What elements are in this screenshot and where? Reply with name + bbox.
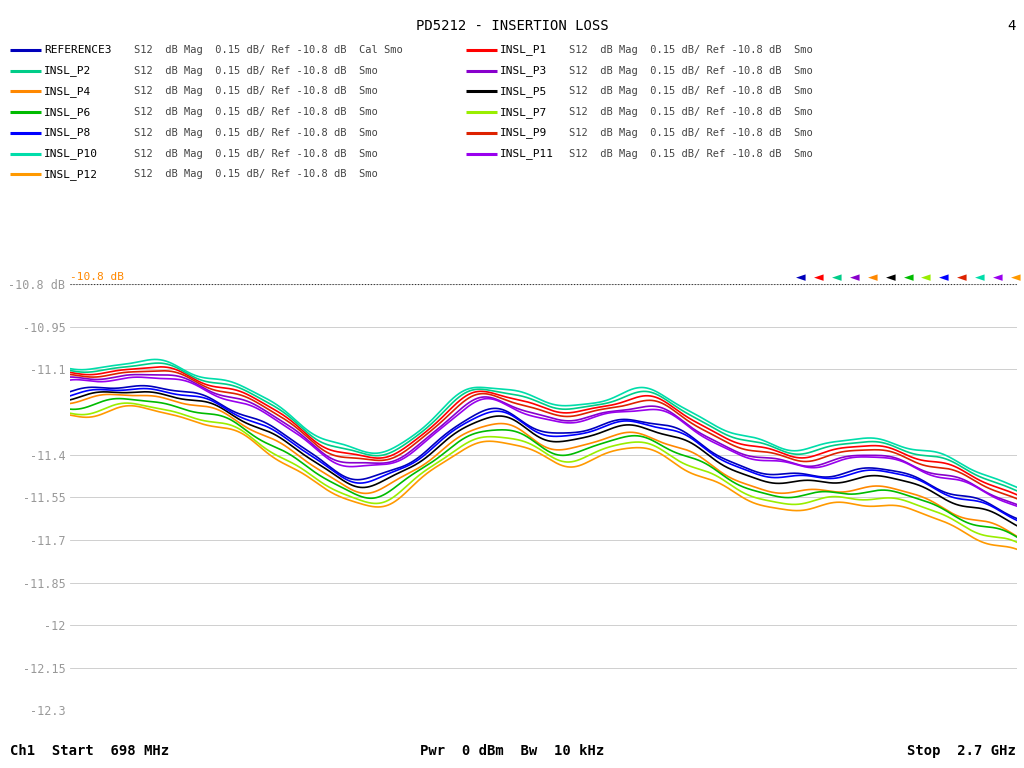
Text: ◄: ◄ (814, 272, 823, 284)
Text: INSL_P9: INSL_P9 (500, 127, 547, 138)
Text: ◄: ◄ (831, 272, 842, 284)
Text: S12  dB Mag  0.15 dB/ Ref -10.8 dB  Smo: S12 dB Mag 0.15 dB/ Ref -10.8 dB Smo (569, 148, 813, 159)
Text: S12  dB Mag  0.15 dB/ Ref -10.8 dB  Smo: S12 dB Mag 0.15 dB/ Ref -10.8 dB Smo (569, 107, 813, 118)
Text: REFERENCE3: REFERENCE3 (44, 45, 112, 55)
Text: INSL_P2: INSL_P2 (44, 65, 91, 76)
Text: ◄: ◄ (867, 272, 878, 284)
Text: S12  dB Mag  0.15 dB/ Ref -10.8 dB  Smo: S12 dB Mag 0.15 dB/ Ref -10.8 dB Smo (134, 148, 378, 159)
Text: 4: 4 (1008, 19, 1016, 33)
Text: INSL_P4: INSL_P4 (44, 86, 91, 97)
Text: ◄: ◄ (922, 272, 931, 284)
Text: S12  dB Mag  0.15 dB/ Ref -10.8 dB  Smo: S12 dB Mag 0.15 dB/ Ref -10.8 dB Smo (569, 127, 813, 138)
Text: ◄: ◄ (796, 272, 806, 284)
Text: PD5212 - INSERTION LOSS: PD5212 - INSERTION LOSS (416, 19, 608, 33)
Text: S12  dB Mag  0.15 dB/ Ref -10.8 dB  Smo: S12 dB Mag 0.15 dB/ Ref -10.8 dB Smo (569, 45, 813, 55)
Text: S12  dB Mag  0.15 dB/ Ref -10.8 dB  Smo: S12 dB Mag 0.15 dB/ Ref -10.8 dB Smo (134, 127, 378, 138)
Text: ◄: ◄ (886, 272, 895, 284)
Text: INSL_P12: INSL_P12 (44, 169, 98, 180)
Text: INSL_P3: INSL_P3 (500, 65, 547, 76)
Text: S12  dB Mag  0.15 dB/ Ref -10.8 dB  Smo: S12 dB Mag 0.15 dB/ Ref -10.8 dB Smo (569, 65, 813, 76)
Text: INSL_P10: INSL_P10 (44, 148, 98, 159)
Text: -10.8 dB: -10.8 dB (70, 272, 124, 282)
Text: INSL_P7: INSL_P7 (500, 107, 547, 118)
Text: S12  dB Mag  0.15 dB/ Ref -10.8 dB  Cal Smo: S12 dB Mag 0.15 dB/ Ref -10.8 dB Cal Smo (134, 45, 402, 55)
Text: INSL_P6: INSL_P6 (44, 107, 91, 118)
Text: ◄: ◄ (975, 272, 985, 284)
Text: S12  dB Mag  0.15 dB/ Ref -10.8 dB  Smo: S12 dB Mag 0.15 dB/ Ref -10.8 dB Smo (134, 65, 378, 76)
Text: S12  dB Mag  0.15 dB/ Ref -10.8 dB  Smo: S12 dB Mag 0.15 dB/ Ref -10.8 dB Smo (569, 86, 813, 97)
Text: INSL_P8: INSL_P8 (44, 127, 91, 138)
Text: ◄: ◄ (939, 272, 949, 284)
Text: INSL_P11: INSL_P11 (500, 148, 554, 159)
Text: Stop  2.7 GHz: Stop 2.7 GHz (907, 744, 1016, 758)
Text: ◄: ◄ (903, 272, 913, 284)
Text: Ch1  Start  698 MHz: Ch1 Start 698 MHz (10, 744, 169, 758)
Text: S12  dB Mag  0.15 dB/ Ref -10.8 dB  Smo: S12 dB Mag 0.15 dB/ Ref -10.8 dB Smo (134, 86, 378, 97)
Text: INSL_P5: INSL_P5 (500, 86, 547, 97)
Text: S12  dB Mag  0.15 dB/ Ref -10.8 dB  Smo: S12 dB Mag 0.15 dB/ Ref -10.8 dB Smo (134, 169, 378, 180)
Text: ◄: ◄ (993, 272, 1002, 284)
Text: S12  dB Mag  0.15 dB/ Ref -10.8 dB  Smo: S12 dB Mag 0.15 dB/ Ref -10.8 dB Smo (134, 107, 378, 118)
Text: ◄: ◄ (957, 272, 967, 284)
Text: Pwr  0 dBm  Bw  10 kHz: Pwr 0 dBm Bw 10 kHz (420, 744, 604, 758)
Text: ◄: ◄ (850, 272, 859, 284)
Text: INSL_P1: INSL_P1 (500, 45, 547, 55)
Text: ◄: ◄ (1011, 272, 1021, 284)
